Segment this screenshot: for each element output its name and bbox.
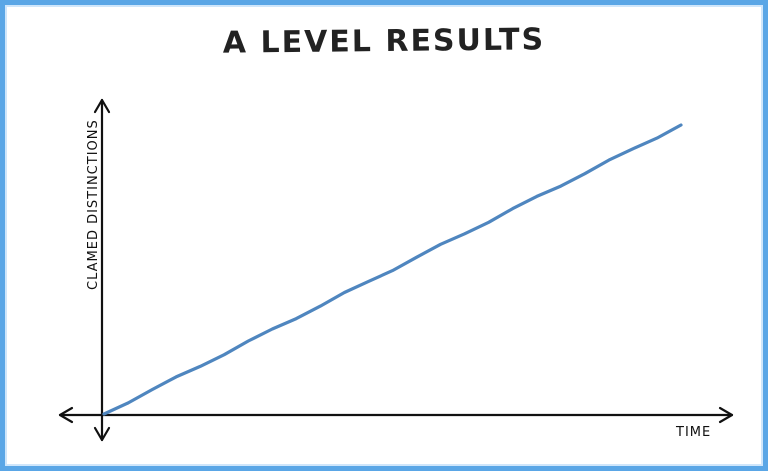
x-axis-line bbox=[58, 413, 734, 417]
y-axis-arrow-bottom bbox=[93, 426, 111, 442]
x-axis-arrow-left bbox=[58, 406, 74, 424]
axes bbox=[58, 98, 734, 442]
x-axis-label: TIME bbox=[676, 425, 712, 440]
x-axis-arrow-right bbox=[718, 406, 734, 424]
y-axis-arrow-top bbox=[93, 98, 111, 114]
series-layer bbox=[102, 123, 683, 416]
series-line-0 bbox=[102, 123, 683, 416]
